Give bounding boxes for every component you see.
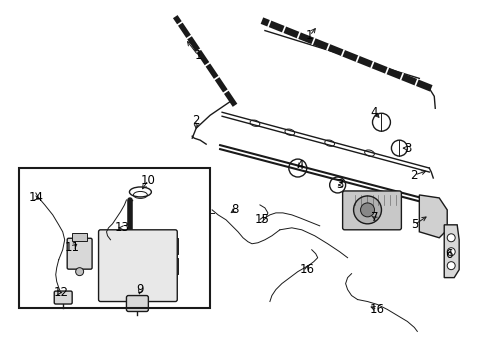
Bar [19, 168, 210, 307]
FancyBboxPatch shape [342, 191, 401, 230]
Circle shape [353, 196, 381, 224]
Text: 2: 2 [192, 114, 200, 127]
Text: 13: 13 [115, 221, 130, 234]
Text: 5: 5 [410, 218, 417, 231]
FancyBboxPatch shape [99, 230, 177, 302]
Text: 15: 15 [254, 213, 269, 226]
Polygon shape [443, 225, 458, 278]
Circle shape [360, 203, 374, 217]
Circle shape [447, 262, 454, 270]
Text: 4: 4 [295, 158, 303, 172]
Text: 10: 10 [141, 174, 156, 186]
Text: 4: 4 [370, 106, 378, 119]
Text: 1: 1 [305, 29, 313, 42]
Text: 16: 16 [299, 263, 314, 276]
Text: 6: 6 [445, 248, 452, 261]
Text: 14: 14 [28, 192, 43, 204]
Text: 2: 2 [410, 168, 417, 181]
Circle shape [447, 234, 454, 242]
Text: 16: 16 [369, 303, 384, 316]
Text: 3: 3 [403, 141, 410, 155]
FancyBboxPatch shape [67, 238, 92, 269]
FancyBboxPatch shape [54, 291, 72, 304]
Bar [72, 233, 86, 241]
Circle shape [76, 268, 83, 276]
Circle shape [447, 248, 454, 256]
Text: 11: 11 [65, 241, 80, 254]
Text: 3: 3 [335, 179, 343, 192]
Text: 9: 9 [136, 283, 144, 296]
Text: 1: 1 [194, 49, 202, 62]
Text: 7: 7 [370, 211, 378, 224]
Text: 8: 8 [231, 203, 238, 216]
Text: 12: 12 [53, 286, 68, 299]
FancyBboxPatch shape [126, 296, 148, 311]
Polygon shape [419, 195, 447, 238]
